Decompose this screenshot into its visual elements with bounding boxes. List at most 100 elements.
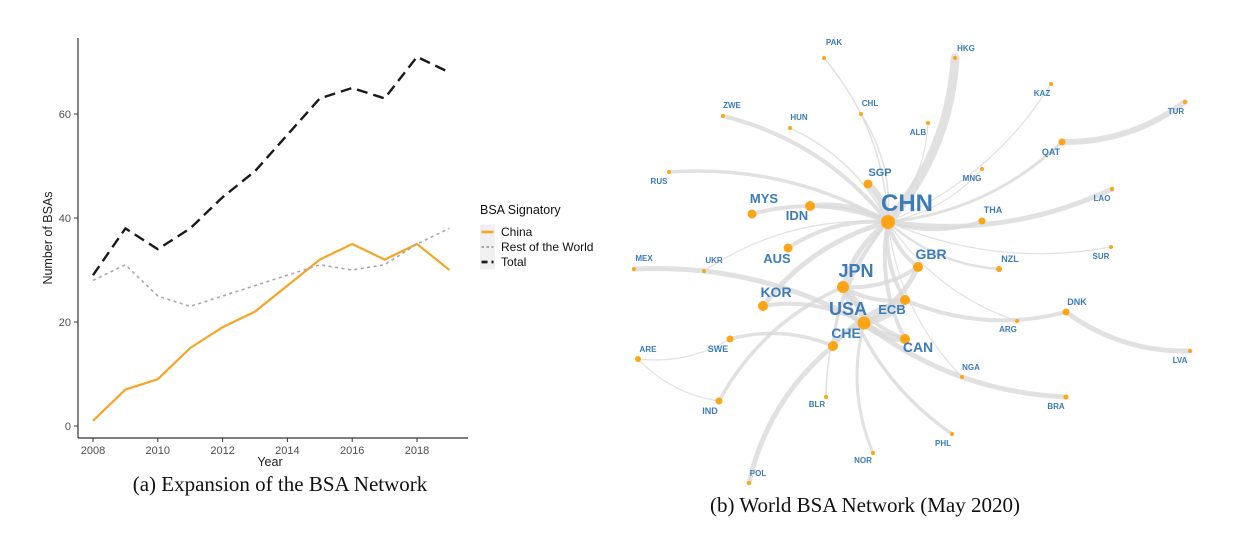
network-node-JPN — [837, 281, 849, 293]
network-node-IND — [715, 397, 723, 405]
network-edge-CHN-QAT — [886, 140, 1064, 224]
caption-panel-a: (a) Expansion of the BSA Network — [132, 472, 428, 496]
network-node-label-MEX: MEX — [635, 254, 653, 263]
network-node-label-GBR: GBR — [915, 246, 946, 262]
network-edge-CHN-PAK — [823, 57, 889, 223]
x-tick-label: 2008 — [81, 445, 105, 457]
network-node-USA — [857, 316, 871, 330]
network-node-label-UKR: UKR — [705, 256, 723, 265]
network-edge-CHE-SWE — [728, 331, 835, 348]
network-node-label-SUR: SUR — [1093, 252, 1110, 261]
network-node-label-CHN: CHN — [881, 190, 933, 217]
network-node-label-MYS: MYS — [750, 191, 779, 206]
network-edge-CHN-HUN — [789, 127, 889, 223]
network-node-label-CHL: CHL — [862, 99, 879, 108]
network-edge-CHN-RUS — [667, 169, 890, 224]
series-line-total — [92, 55, 450, 276]
network-node-label-KAZ: KAZ — [1034, 89, 1051, 98]
network-node-label-SWE: SWE — [708, 344, 729, 354]
network-node-GBR — [913, 262, 923, 272]
network-edge-CHE-POL — [746, 343, 836, 486]
network-edge-CHN-SUR — [887, 221, 1112, 255]
network-node-label-NGA: NGA — [962, 363, 980, 372]
network-node-label-RUS: RUS — [651, 177, 669, 186]
network-node-NGA — [960, 375, 964, 379]
network-node-label-PHL: PHL — [935, 439, 951, 448]
network-node-label-SGP: SGP — [868, 167, 891, 179]
y-tick-label: 60 — [59, 109, 71, 121]
network-node-MNG — [980, 167, 984, 171]
x-tick-label: 2010 — [146, 445, 170, 457]
network-node-ZWE — [721, 114, 725, 118]
legend-title: BSA Signatory — [480, 203, 561, 217]
legend-item-label: Total — [501, 255, 526, 269]
network-node-TUR — [1183, 100, 1187, 104]
network-node-label-LVA: LVA — [1173, 356, 1188, 365]
network-node-label-HUN: HUN — [790, 113, 808, 122]
network-node-MEX — [632, 267, 636, 271]
network-edge-CHN-NGA — [887, 221, 963, 378]
x-axis-title: Year — [257, 455, 282, 469]
network-node-label-THA: THA — [984, 205, 1003, 215]
network-node-label-NZL: NZL — [1001, 254, 1019, 264]
network-node-QAT — [1058, 138, 1066, 146]
network-node-label-HKG: HKG — [957, 44, 975, 53]
network-node-label-CAN: CAN — [903, 339, 933, 355]
network-node-KOR — [758, 301, 768, 311]
network-node-label-IND: IND — [702, 406, 718, 416]
network-edge-CHN-UKR — [703, 220, 889, 272]
network-node-PAK — [822, 56, 826, 60]
y-tick-label: 0 — [65, 421, 71, 433]
series-line-china — [92, 242, 451, 422]
network-edge-CHN-KOR — [760, 219, 891, 309]
network-edge-USA-MEX — [631, 265, 867, 326]
network-edge-ECB-DNK — [903, 298, 1068, 323]
network-node-BRA — [1063, 394, 1069, 400]
network-node-LAO — [1110, 187, 1114, 191]
network-node-CHL — [859, 112, 863, 116]
network-node-ALB — [926, 121, 930, 125]
x-tick-label: 2014 — [275, 445, 299, 457]
network-node-label-POL: POL — [750, 469, 767, 478]
world-bsa-network-graph: PAK HKG KAZ TUR ZWE HUN CHL ALB QAT RUS SGP MNG LAO M… — [631, 38, 1193, 486]
network-node-label-ARG: ARG — [999, 325, 1017, 334]
network-node-label-USA: USA — [829, 299, 867, 319]
network-edge-CHN-NZL — [886, 220, 1001, 271]
network-node-NZL — [996, 266, 1002, 272]
network-node-IDN — [805, 201, 815, 211]
network-edge-CHN-KAZ — [887, 83, 1052, 223]
network-node-SWE — [726, 335, 734, 343]
network-node-SGP — [863, 179, 873, 189]
network-node-label-NOR: NOR — [854, 456, 872, 465]
network-node-labels: PAK HKG KAZ TUR ZWE HUN CHL ALB QAT RUS SGP MNG LAO M… — [635, 38, 1187, 478]
network-node-POL — [747, 481, 751, 485]
x-tick-label: 2016 — [340, 445, 364, 457]
network-node-label-DNK: DNK — [1067, 297, 1087, 307]
network-node-label-BLR: BLR — [809, 400, 826, 409]
network-node-label-CHE: CHE — [831, 325, 861, 341]
caption-panel-b: (b) World BSA Network (May 2020) — [710, 493, 1020, 517]
legend-item-label: China — [501, 225, 533, 239]
network-node-label-MNG: MNG — [963, 174, 982, 183]
network-node-label-QAT: QAT — [1042, 147, 1061, 157]
network-node-HUN — [788, 126, 792, 130]
network-edge-CHN-THA — [886, 219, 984, 232]
network-node-label-LAO: LAO — [1094, 194, 1111, 203]
network-node-label-ARE: ARE — [640, 345, 658, 354]
x-tick-label: 2012 — [210, 445, 234, 457]
series-line-rest-of-the-world — [92, 227, 450, 308]
network-node-NOR — [871, 451, 875, 455]
network-node-label-PAK: PAK — [826, 38, 843, 47]
network-edges — [631, 53, 1193, 486]
y-axis-title: Number of BSAs — [41, 191, 55, 284]
network-node-AUS — [783, 243, 793, 253]
network-node-CHE — [828, 341, 838, 351]
network-node-SUR — [1109, 245, 1113, 249]
network-node-CAN — [900, 334, 910, 344]
network-node-label-AUS: AUS — [763, 251, 791, 266]
network-node-label-TUR: TUR — [1168, 107, 1185, 116]
network-edge-DNK-LVA — [1063, 309, 1193, 354]
network-node-ARG — [1015, 319, 1019, 323]
network-edge-USA-NOR — [855, 321, 875, 455]
network-node-ARE — [635, 356, 641, 362]
